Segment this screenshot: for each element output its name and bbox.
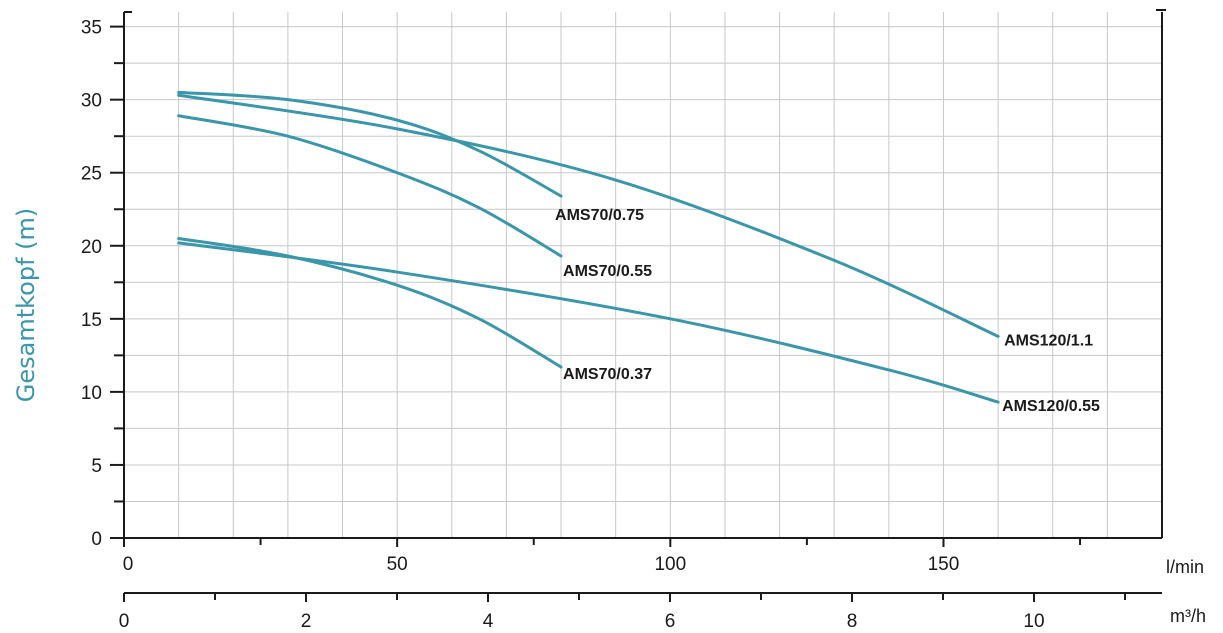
x2-tick-label: 6 [665,611,676,632]
y-tick-label: 30 [81,91,102,112]
y-tick-label: 25 [81,164,102,185]
x-tick-label: 150 [928,554,960,575]
x-tick-label: 50 [387,554,408,575]
axes: 0 5 10 15 20 25 30 35 0 50 100 150 0 2 4 6 8 10 [81,9,1166,632]
x2-tick-label: 10 [1023,611,1044,632]
curve-ams70-0-75 [177,90,563,198]
series-label-ams70-0-75: AMS70/0.75 [555,207,644,224]
curve-ams120-1-1 [177,93,1000,338]
x-tick-label: 0 [123,554,134,575]
y-axis-label: Gesamtkopf (m) [12,208,40,403]
y-tick-label: 0 [91,529,102,550]
curve-ams70-0-37 [177,236,563,369]
x2-tick-label: 2 [301,611,312,632]
labels: AMS70/0.75 AMS70/0.55 AMS70/0.37 AMS120/1.1… [555,207,1100,415]
series-label-ams120-0-55: AMS120/0.55 [1002,398,1100,415]
x-axis-unit-m3h: m³/h [1170,606,1206,626]
y-tick-label: 5 [91,456,102,477]
y-tick-label: 35 [81,18,102,39]
series-label-ams70-0-55: AMS70/0.55 [563,263,652,280]
curve-ams120-0-55 [177,241,1000,404]
x2-tick-label: 4 [483,611,494,632]
curves [177,90,1000,404]
grid [124,12,1162,538]
x-axis-unit-lmin: l/min [1166,557,1204,577]
x-tick-label: 100 [654,554,686,575]
y-tick-label: 10 [81,383,102,404]
series-label-ams70-0-37: AMS70/0.37 [563,366,652,383]
series-label-ams120-1-1: AMS120/1.1 [1004,332,1093,349]
y-tick-label: 15 [81,310,102,331]
x2-tick-label: 8 [847,611,858,632]
x2-tick-label: 0 [119,611,130,632]
y-tick-label: 20 [81,237,102,258]
curve-ams70-0-55 [177,114,563,258]
